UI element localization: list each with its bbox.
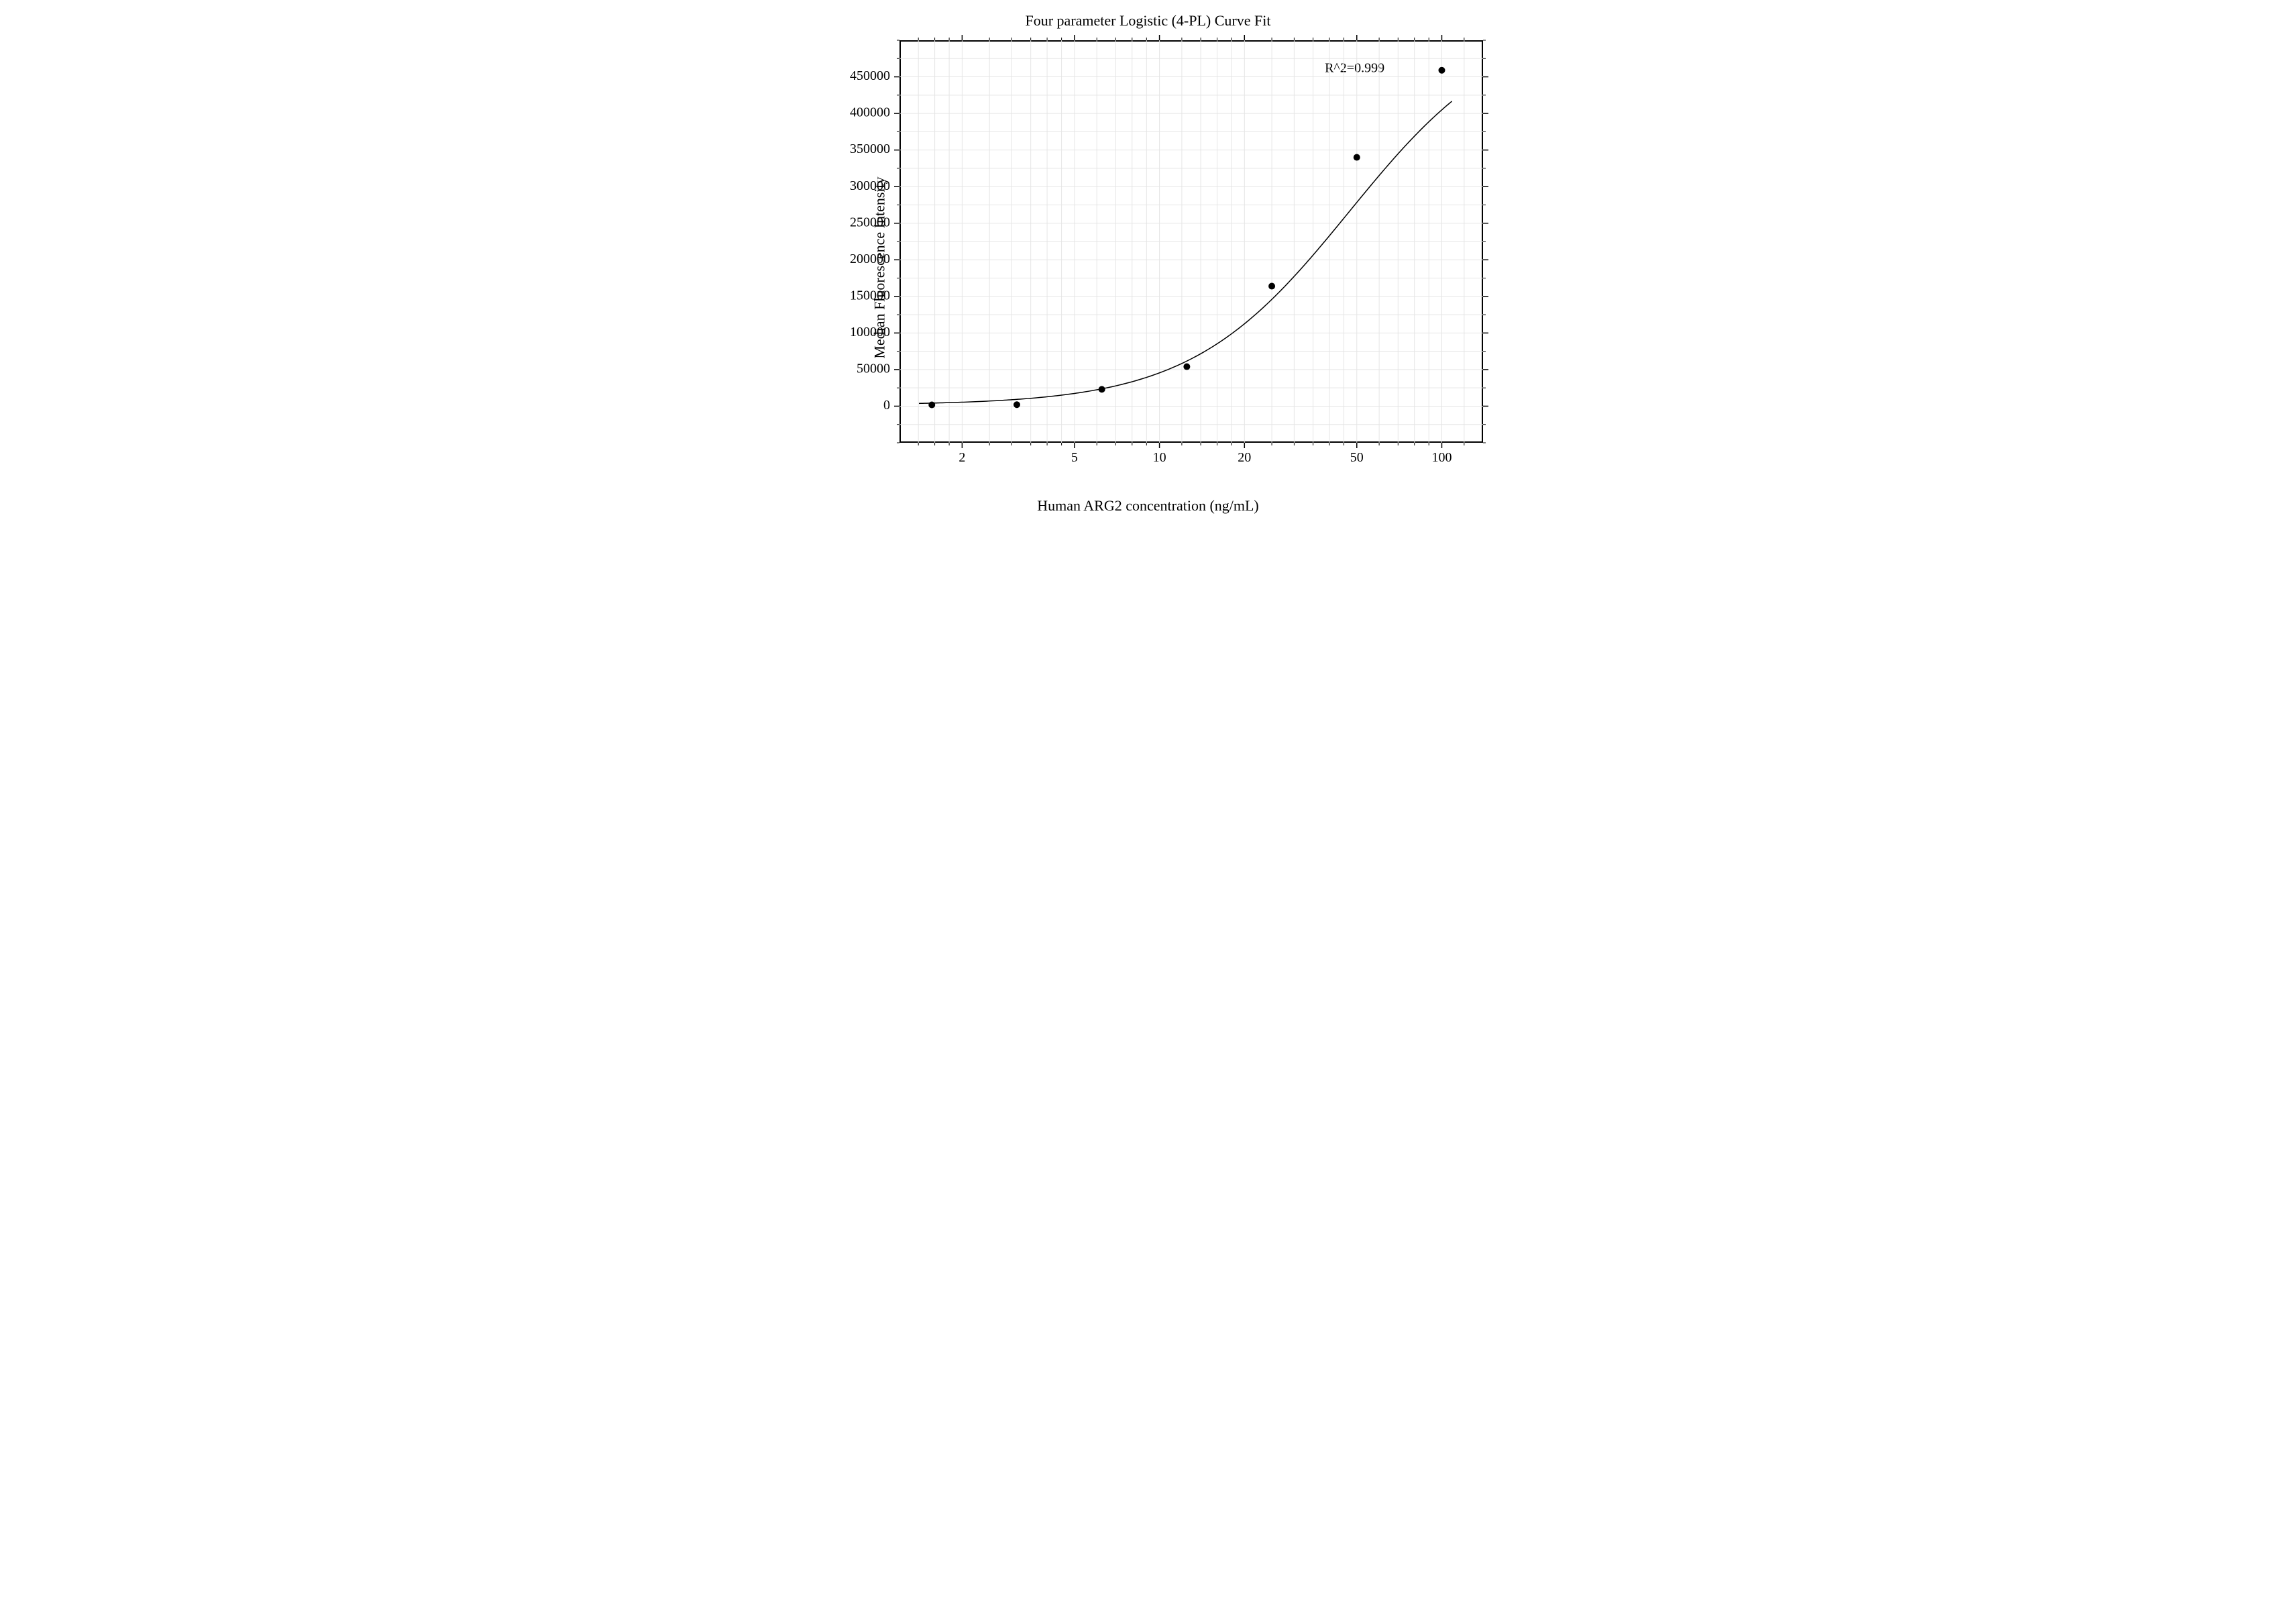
svg-text:100000: 100000 (850, 325, 890, 339)
chart-svg: 0 50000 100000 150000 200000 250000 300000 3500… (765, 0, 1531, 535)
svg-text:20: 20 (1238, 450, 1251, 465)
svg-text:150000: 150000 (850, 288, 890, 303)
data-point (1354, 154, 1360, 161)
svg-text:10: 10 (1153, 450, 1166, 465)
svg-text:100: 100 (1431, 450, 1452, 465)
svg-text:450000: 450000 (850, 68, 890, 83)
svg-text:2: 2 (959, 450, 965, 465)
svg-text:0: 0 (883, 398, 890, 413)
svg-text:5: 5 (1071, 450, 1078, 465)
data-point (1014, 401, 1020, 408)
data-point (928, 401, 935, 408)
svg-text:300000: 300000 (850, 178, 890, 193)
data-point (1438, 67, 1445, 74)
svg-text:200000: 200000 (850, 252, 890, 266)
svg-text:250000: 250000 (850, 215, 890, 229)
svg-text:50: 50 (1350, 450, 1364, 465)
data-point (1099, 386, 1105, 392)
chart-container: Four parameter Logistic (4-PL) Curve Fit… (765, 0, 1531, 535)
data-point (1183, 364, 1190, 370)
data-point (1268, 283, 1275, 290)
svg-text:400000: 400000 (850, 105, 890, 120)
fit-curve (919, 101, 1452, 403)
svg-text:50000: 50000 (857, 362, 890, 376)
svg-text:350000: 350000 (850, 142, 890, 156)
